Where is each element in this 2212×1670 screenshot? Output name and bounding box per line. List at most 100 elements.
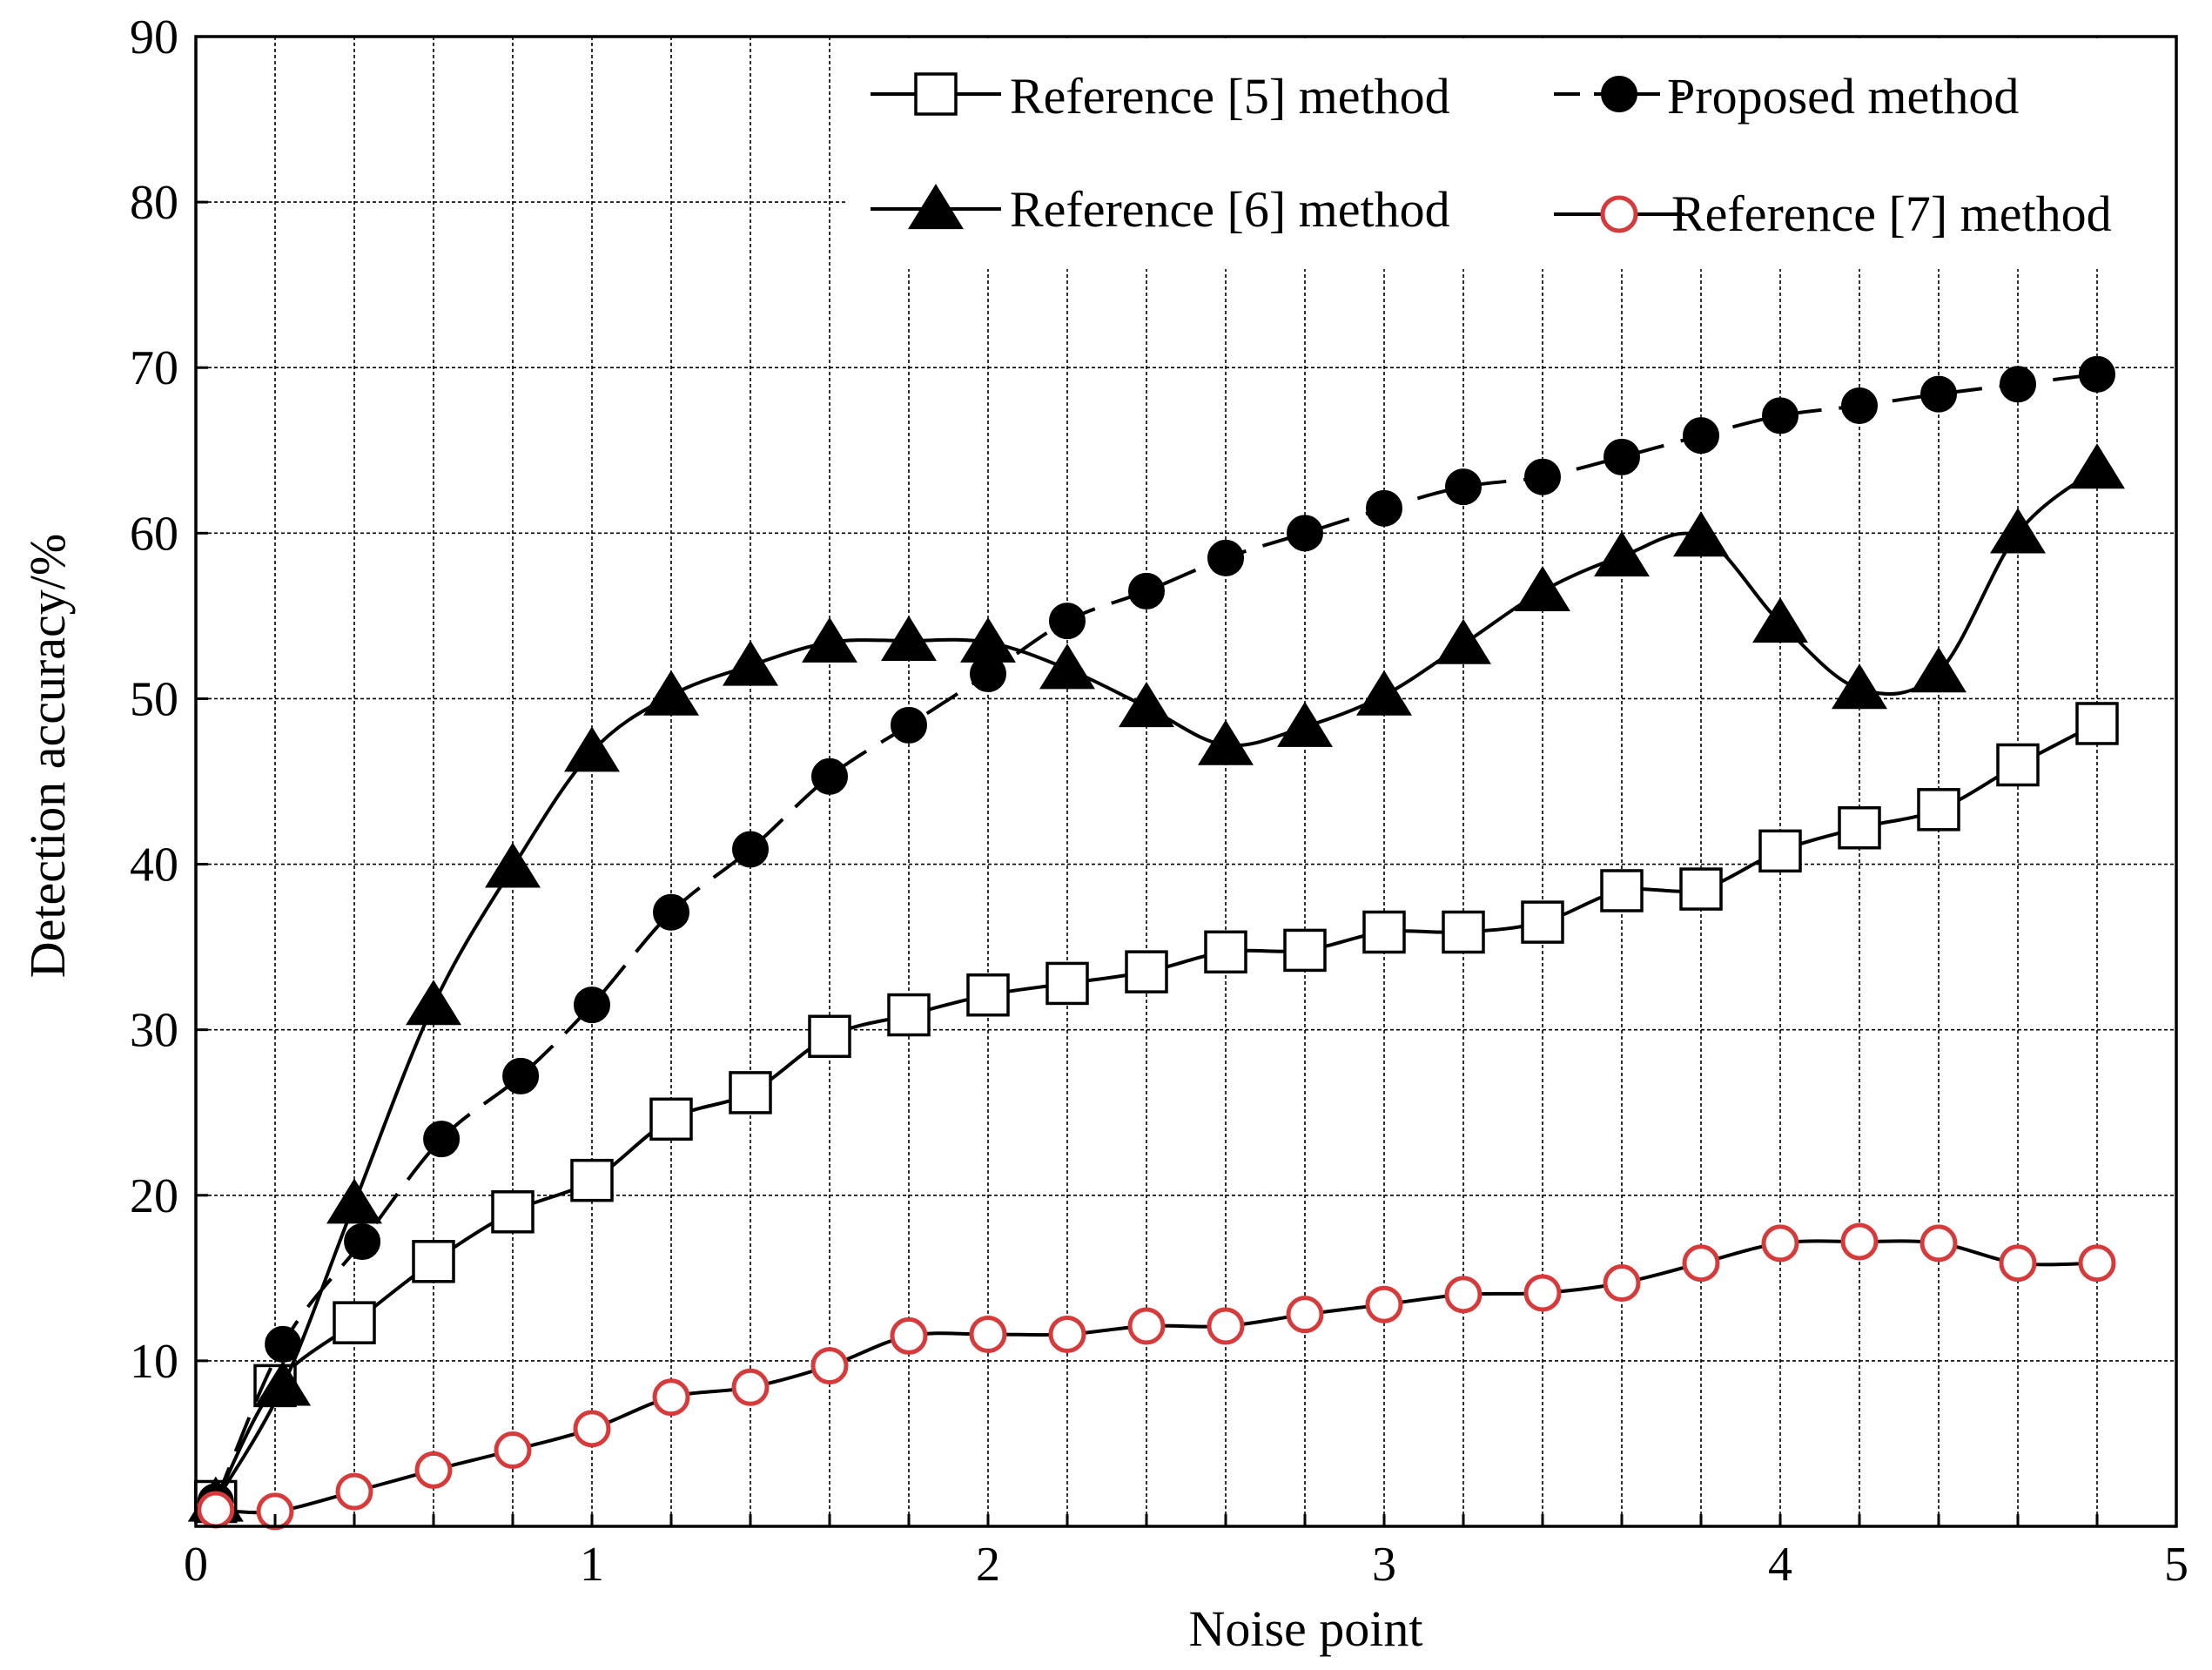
data-point-reference-5-method <box>412 1240 455 1283</box>
data-point-reference-6-method <box>802 616 857 663</box>
data-point-proposed-method <box>1445 468 1482 506</box>
plot-series <box>187 355 2125 1531</box>
data-point-reference-5-method <box>1838 805 1881 850</box>
data-point-reference-5-method <box>1758 829 1802 873</box>
legend-label-reference-6-method: Reference [6] method <box>1010 181 1450 238</box>
data-point-proposed-method <box>1128 572 1165 609</box>
data-point-reference-6-method <box>564 726 620 772</box>
data-point-proposed-method <box>1683 417 1719 455</box>
data-point-reference-7-method <box>1207 1307 1245 1345</box>
data-point-reference-7-method <box>810 1347 849 1385</box>
x-tick-label: 3 <box>1372 1538 1396 1592</box>
data-point-reference-5-method <box>1521 900 1564 944</box>
data-point-reference-5-method <box>966 973 1010 1017</box>
data-point-reference-6-method <box>1039 643 1095 690</box>
data-point-reference-7-method <box>731 1368 770 1406</box>
data-point-proposed-method <box>2000 366 2036 403</box>
data-point-reference-7-method <box>256 1492 294 1531</box>
data-point-proposed-method <box>1366 489 1402 527</box>
legend-marker-reference-6-method <box>908 184 964 230</box>
tick-marks <box>196 35 2099 1526</box>
data-point-proposed-method <box>1207 539 1244 576</box>
data-point-reference-5-method <box>1045 961 1089 1006</box>
data-point-proposed-method <box>1841 387 1878 424</box>
data-point-reference-5-method <box>1917 788 1960 832</box>
data-point-reference-7-method <box>1365 1285 1403 1323</box>
data-point-reference-7-method <box>1761 1224 1799 1263</box>
data-point-proposed-method <box>502 1057 540 1094</box>
data-point-reference-7-method <box>2078 1244 2116 1283</box>
data-point-reference-6-method <box>1990 508 2046 554</box>
series-reference-7-method <box>197 1222 2116 1531</box>
data-point-reference-5-method <box>1600 869 1644 912</box>
data-point-reference-7-method <box>652 1378 690 1417</box>
series-proposed-method <box>197 355 2115 1520</box>
data-point-reference-5-method <box>1283 928 1327 973</box>
data-point-reference-6-method <box>255 1360 312 1406</box>
data-point-reference-6-method <box>1435 618 1491 664</box>
data-point-reference-7-method <box>197 1491 235 1529</box>
data-point-reference-7-method <box>1444 1276 1483 1314</box>
data-point-reference-5-method <box>887 993 931 1037</box>
y-tick-label: 60 <box>130 507 178 561</box>
y-tick-label: 80 <box>130 176 178 230</box>
data-point-proposed-method <box>1049 603 1086 640</box>
legend-marker-reference-5-method <box>914 72 958 116</box>
legend-label-reference-5-method: Reference [5] method <box>1010 68 1450 125</box>
data-point-reference-6-method <box>1356 670 1412 716</box>
x-tick-label: 0 <box>184 1538 208 1592</box>
y-axis-title: Detection accuracy/% <box>19 534 76 978</box>
data-point-reference-5-method <box>1204 930 1247 974</box>
legend-item-reference-6-method: Reference [6] method <box>871 181 1450 238</box>
data-point-reference-6-method <box>406 980 461 1026</box>
data-point-reference-7-method <box>1048 1315 1086 1353</box>
data-point-reference-6-method <box>2069 443 2125 489</box>
y-tick-label: 70 <box>130 341 178 395</box>
x-tick-label: 4 <box>1768 1538 1792 1592</box>
data-point-reference-7-method <box>969 1315 1007 1353</box>
legend-marker-reference-7-method <box>1600 195 1638 233</box>
data-point-reference-5-method <box>1996 743 2040 787</box>
data-point-reference-6-method <box>723 640 778 686</box>
y-tick-label: 20 <box>130 1169 178 1223</box>
data-point-reference-5-method <box>333 1301 376 1344</box>
y-tick-label: 10 <box>130 1335 178 1389</box>
data-point-reference-5-method <box>808 1014 851 1059</box>
data-point-proposed-method <box>891 706 927 744</box>
x-tick-label: 5 <box>2164 1538 2188 1592</box>
data-point-reference-7-method <box>890 1316 928 1355</box>
data-point-reference-6-method <box>1673 511 1729 557</box>
data-point-proposed-method <box>1762 397 1799 434</box>
tick-labels: 0 1 2 3 4 5 10 20 30 40 50 60 70 80 90 <box>130 10 2188 1592</box>
y-tick-label: 50 <box>130 672 178 726</box>
data-point-reference-7-method <box>1920 1224 1958 1263</box>
data-point-reference-5-method <box>1362 910 1406 954</box>
legend-item-proposed-method: Proposed method <box>1554 68 2019 125</box>
series-reference-5-method <box>194 702 2119 1524</box>
legend-item-reference-5-method: Reference [5] method <box>871 68 1450 125</box>
data-point-reference-7-method <box>1840 1222 1879 1261</box>
data-point-reference-5-method <box>1125 950 1168 993</box>
data-point-reference-7-method <box>1682 1244 1720 1283</box>
data-point-reference-5-method <box>1679 867 1723 911</box>
legend-label-proposed-method: Proposed method <box>1667 68 2019 125</box>
y-tick-label: 40 <box>130 838 178 892</box>
legend: Reference [5] method Proposed method Refer… <box>871 68 2112 242</box>
data-point-reference-7-method <box>335 1472 373 1511</box>
y-tick-label: 90 <box>130 10 178 64</box>
data-point-proposed-method <box>2079 355 2115 393</box>
data-point-reference-6-method <box>1594 530 1650 577</box>
series-line-reference-7-method <box>215 1239 2098 1515</box>
data-point-reference-7-method <box>1286 1296 1324 1334</box>
data-point-reference-6-method <box>881 615 937 661</box>
data-point-reference-7-method <box>1603 1264 1641 1303</box>
data-point-reference-7-method <box>414 1451 453 1489</box>
data-point-reference-6-method <box>1832 663 1887 710</box>
data-point-reference-7-method <box>1127 1307 1166 1345</box>
data-point-reference-6-method <box>643 670 699 716</box>
plot-frame <box>194 35 2178 1528</box>
data-point-reference-6-method <box>1752 597 1808 643</box>
data-point-proposed-method <box>1287 515 1323 552</box>
data-point-reference-6-method <box>1911 647 1967 693</box>
